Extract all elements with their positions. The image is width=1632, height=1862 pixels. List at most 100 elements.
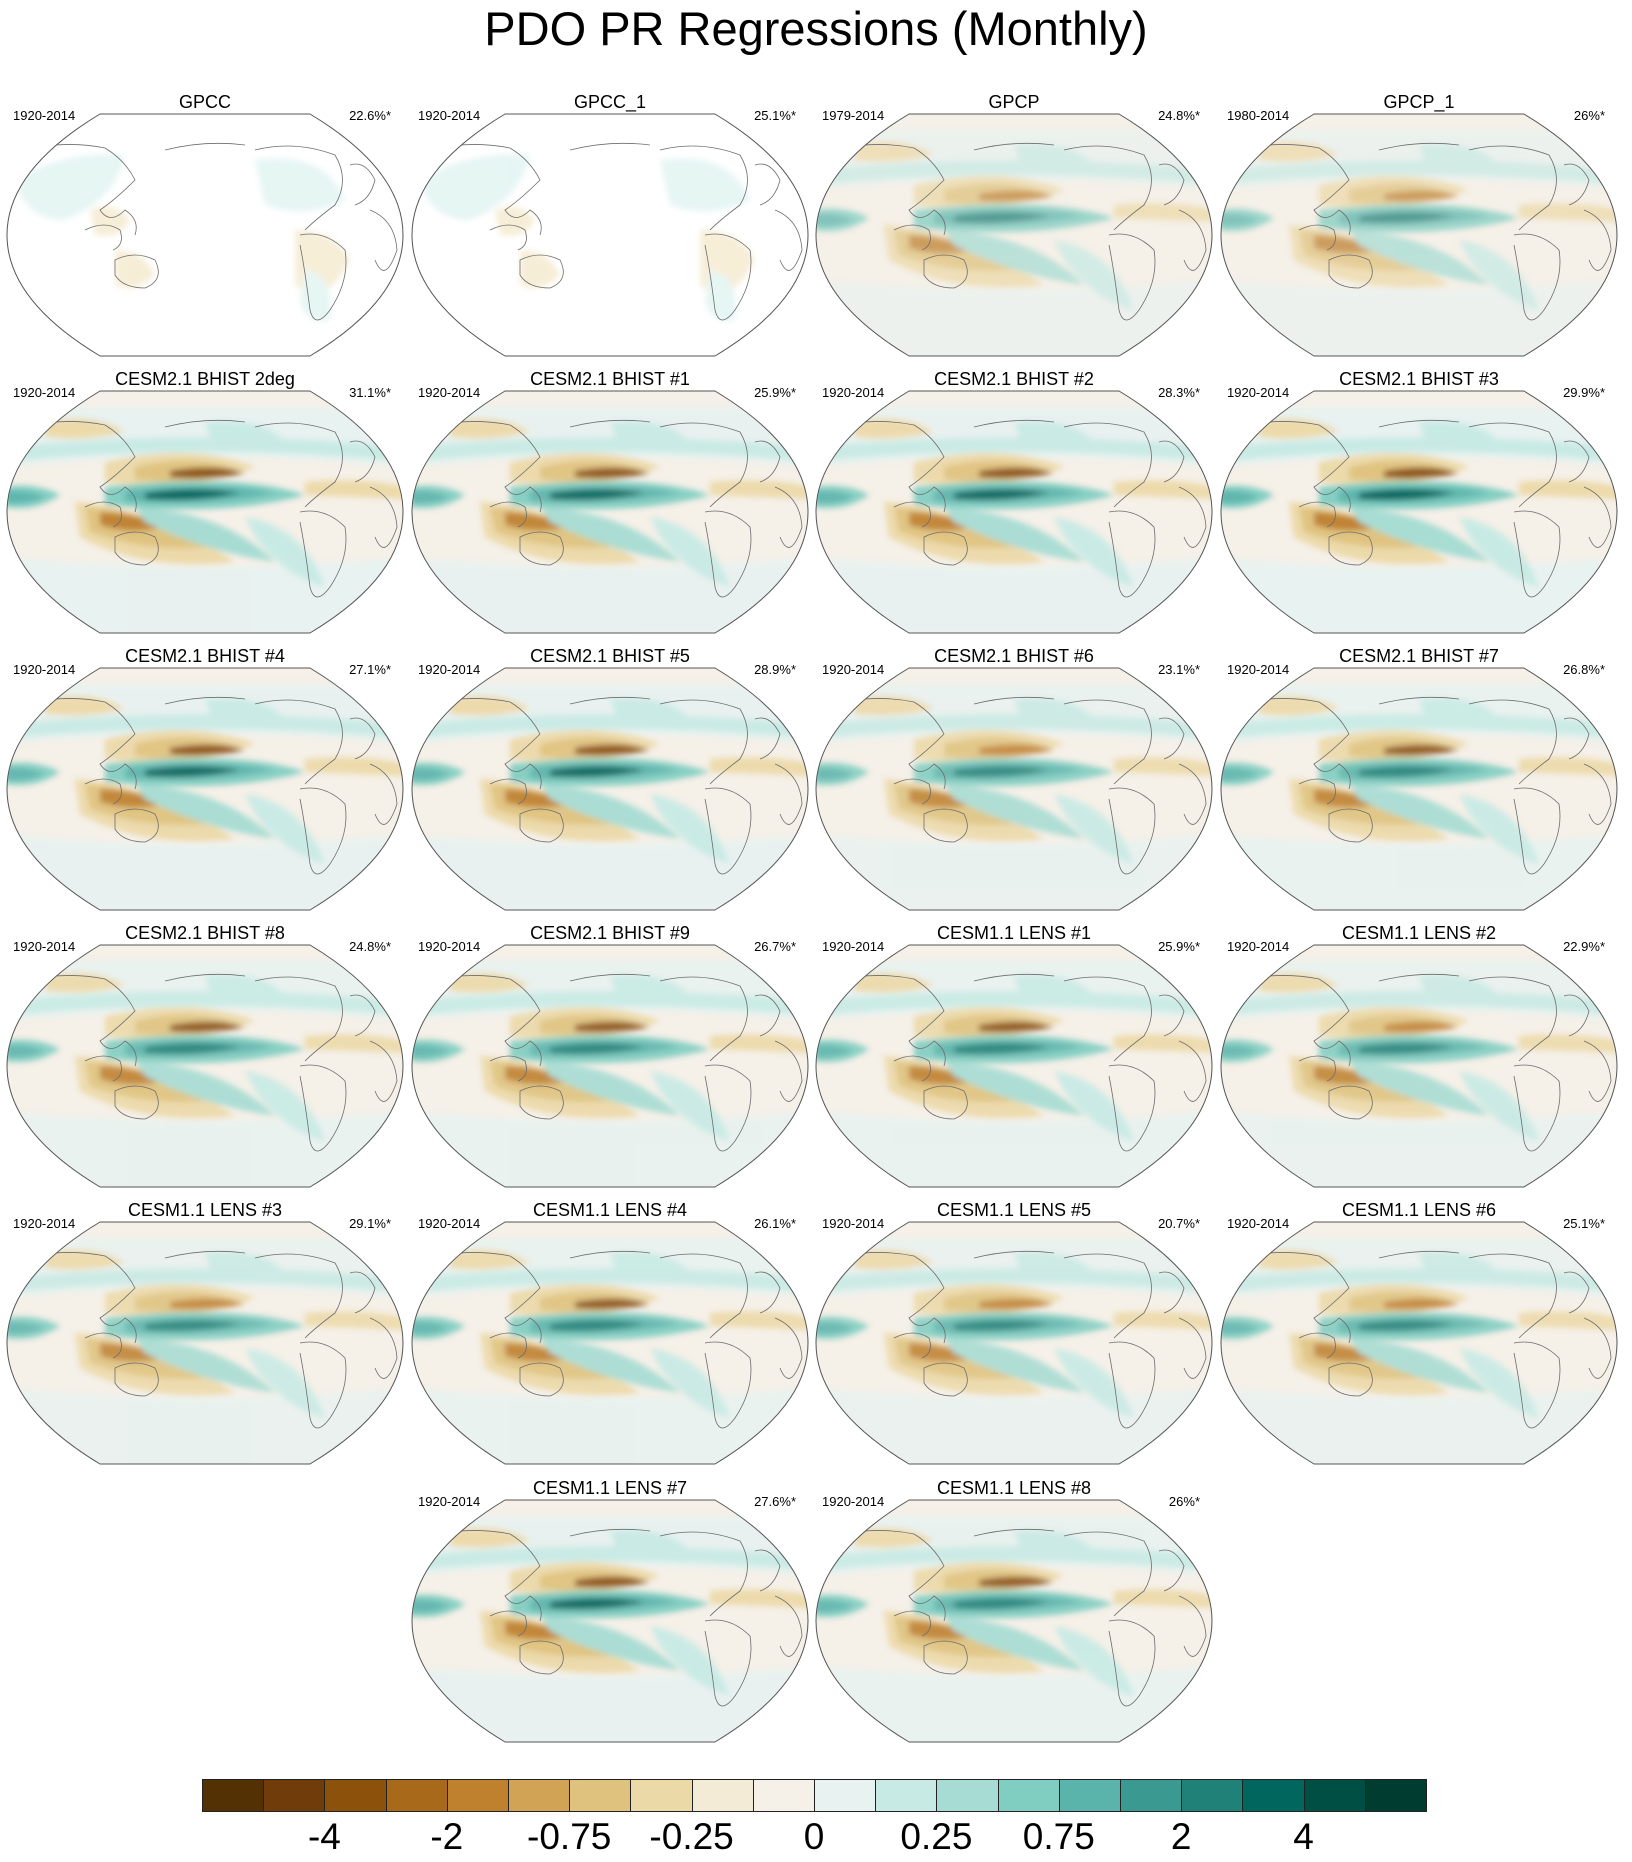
regression-region xyxy=(710,1589,808,1608)
coastline xyxy=(164,142,246,151)
regression-region xyxy=(135,1338,275,1393)
regression-region xyxy=(816,1044,854,1058)
coastline xyxy=(893,501,931,528)
regression-region xyxy=(412,834,808,910)
regression-region xyxy=(1259,141,1339,162)
coastline xyxy=(754,1271,781,1314)
coastlines xyxy=(833,1250,1207,1429)
regression-region xyxy=(300,270,331,321)
coastline xyxy=(489,224,527,251)
regression-region xyxy=(1054,794,1134,864)
coastline xyxy=(84,778,122,805)
colorbar-swatch xyxy=(385,1779,448,1812)
coastline xyxy=(1158,717,1185,760)
panel-period: 1920-2014 xyxy=(13,1216,76,1231)
map-field xyxy=(6,944,404,1188)
coastline xyxy=(1178,763,1207,825)
panel-variance-percent: 28.3%* xyxy=(1158,385,1200,400)
coastlines xyxy=(429,973,803,1152)
map-field xyxy=(815,390,1213,634)
coastline xyxy=(489,778,527,805)
colorbar-swatch xyxy=(691,1779,754,1812)
regression-region xyxy=(1459,240,1539,310)
coastline xyxy=(923,808,968,843)
coastline xyxy=(893,1332,931,1359)
regression-region xyxy=(854,1249,934,1270)
regression-region xyxy=(650,794,730,864)
coastline xyxy=(704,1064,752,1152)
coastlines xyxy=(1238,973,1612,1152)
map-field xyxy=(1220,390,1618,634)
coastline xyxy=(569,1250,651,1259)
coastlines xyxy=(833,142,1207,321)
regression-region xyxy=(610,421,690,444)
regression-region xyxy=(1349,507,1489,562)
regression-region xyxy=(412,1111,808,1187)
globe-outline xyxy=(815,944,1213,1188)
map-panel: CESM2.1 BHIST #2 1920-2014 28.3%* xyxy=(814,369,1214,639)
coastline xyxy=(569,973,651,982)
coastline xyxy=(1583,1040,1612,1102)
panel-variance-percent: 26.8%* xyxy=(1563,662,1605,677)
panel-title: CESM2.1 BHIST #2 xyxy=(934,369,1094,389)
regression-region xyxy=(1221,1321,1259,1335)
coastline xyxy=(114,531,159,566)
colorbar-swatch xyxy=(569,1779,632,1812)
coastline xyxy=(1563,163,1590,206)
regression-region xyxy=(1014,1530,1094,1553)
coastline xyxy=(349,440,376,483)
coastline xyxy=(893,1610,931,1637)
coastline xyxy=(1108,787,1156,875)
coastline xyxy=(973,142,1055,151)
regression-region xyxy=(450,972,530,993)
regression-region xyxy=(1359,1043,1454,1055)
coastline xyxy=(569,142,651,151)
regression-region xyxy=(944,230,1084,285)
regression-region xyxy=(610,975,690,998)
map-panel: CESM1.1 LENS #1 1920-2014 25.9%* xyxy=(814,923,1214,1193)
globe-outline xyxy=(1220,390,1618,634)
regression-region xyxy=(505,512,570,531)
coastlines xyxy=(1238,142,1612,321)
regression-region xyxy=(909,1621,974,1640)
regression-region xyxy=(505,789,570,808)
coastline xyxy=(1063,976,1152,1062)
coastline xyxy=(1238,421,1351,513)
regression-region xyxy=(412,714,808,739)
regression-region xyxy=(944,507,1084,562)
regression-region xyxy=(1114,757,1212,776)
regression-region xyxy=(135,1061,275,1116)
coastline xyxy=(24,144,137,236)
map-panel: CESM2.1 BHIST 2deg 1920-2014 31.1%* xyxy=(5,369,405,639)
regression-region xyxy=(909,789,974,808)
regression-region xyxy=(550,766,645,778)
panel-variance-percent: 22.9%* xyxy=(1563,939,1605,954)
coastline xyxy=(369,1040,398,1102)
panel-variance-percent: 22.6%* xyxy=(349,108,391,123)
regression-region xyxy=(944,1616,1084,1671)
regression-region xyxy=(1359,766,1454,778)
coastlines xyxy=(24,973,398,1152)
map-panel: CESM1.1 LENS #6 1920-2014 25.1%* xyxy=(1219,1200,1619,1470)
regression-region xyxy=(954,1043,1049,1055)
coastline xyxy=(1328,1362,1373,1397)
globe-outline xyxy=(6,1221,404,1465)
coastline xyxy=(1158,994,1185,1037)
regression-region xyxy=(575,744,650,756)
coastline xyxy=(833,144,946,236)
panel-period: 1920-2014 xyxy=(418,108,481,123)
regression-region xyxy=(954,1598,1049,1610)
coastline xyxy=(774,763,803,825)
colorbar-swatch xyxy=(1058,1779,1121,1812)
regression-region xyxy=(520,250,560,289)
regression-region xyxy=(1259,972,1339,993)
regression-region xyxy=(412,1388,808,1464)
panel-variance-percent: 25.9%* xyxy=(754,385,796,400)
regression-region xyxy=(7,1268,403,1293)
regression-region xyxy=(1221,213,1259,227)
regression-region xyxy=(1014,421,1094,444)
coastline xyxy=(973,1528,1055,1537)
regression-region xyxy=(1349,230,1489,285)
coastline xyxy=(569,419,651,428)
map-panel: CESM2.1 BHIST #5 1920-2014 28.9%* xyxy=(410,646,810,916)
